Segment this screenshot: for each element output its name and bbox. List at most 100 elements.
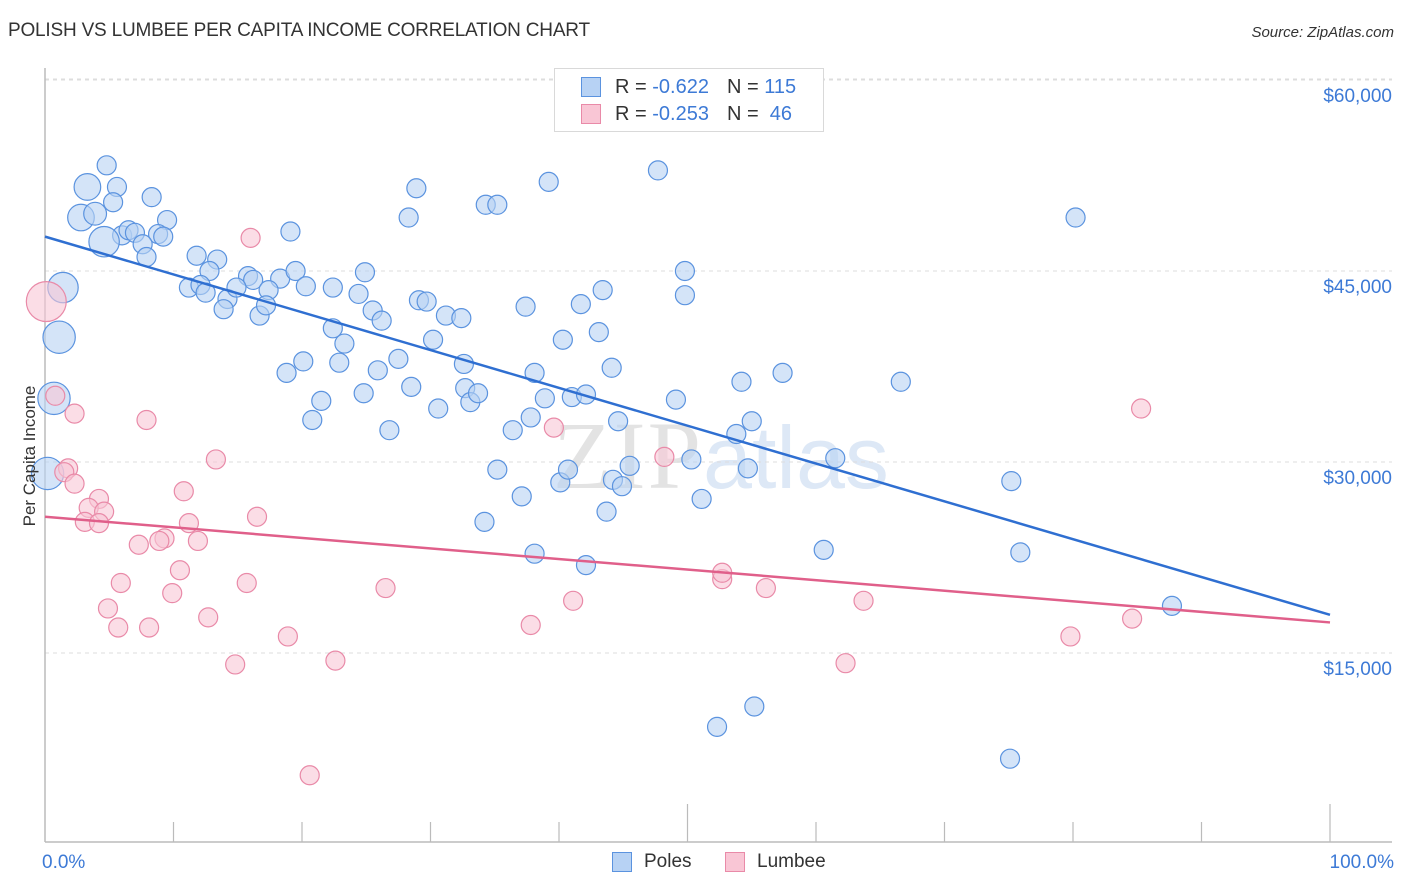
data-point-poles (570, 294, 591, 315)
data-point-lumbee (375, 577, 396, 599)
stats-legend-row-poles: R = -0.622 N = 115 (581, 75, 796, 99)
data-point-poles (487, 459, 508, 480)
data-point-lumbee (225, 654, 246, 675)
data-point-poles (295, 276, 316, 297)
data-point-poles (42, 320, 76, 354)
r-value: -0.622 (652, 75, 709, 98)
y-axis-label: Per Capita Income (20, 385, 39, 527)
data-point-lumbee (277, 626, 298, 647)
data-point-poles (1161, 595, 1183, 616)
data-point-poles (354, 262, 376, 283)
data-point-poles (311, 390, 332, 411)
data-point-poles (213, 299, 234, 320)
data-point-poles (611, 476, 633, 497)
y-tick-label: $15,000 (1323, 659, 1392, 680)
data-point-poles (647, 160, 669, 181)
data-point-poles (520, 407, 541, 428)
data-point-lumbee (64, 473, 85, 494)
data-point-poles (619, 455, 640, 476)
stats-legend: R = -0.622 N = 115 R = -0.253 N = 46 (554, 68, 824, 132)
y-tick-label: $60,000 (1323, 86, 1392, 107)
data-point-lumbee (236, 572, 257, 594)
data-point-poles (681, 449, 702, 470)
data-point-poles (451, 308, 472, 329)
data-point-poles (186, 245, 207, 266)
legend-item-lumbee[interactable]: Lumbee (725, 851, 826, 873)
data-point-poles (502, 420, 523, 441)
data-point-lumbee (169, 560, 191, 581)
data-point-lumbee (136, 409, 157, 431)
data-point-poles (596, 501, 617, 522)
data-point-lumbee (88, 513, 110, 534)
data-point-poles (388, 348, 409, 369)
data-point-poles (88, 225, 120, 258)
n-label: N = (726, 75, 759, 98)
axes (44, 68, 1392, 843)
data-point-lumbee (654, 446, 675, 468)
n-value: 46 (764, 102, 793, 125)
data-point-poles (474, 511, 495, 532)
lumbee-swatch (581, 104, 601, 124)
legend-item-poles[interactable]: Poles (612, 851, 692, 873)
data-point-lumbee (187, 530, 209, 552)
poles-swatch (581, 77, 601, 97)
data-point-poles (329, 352, 350, 373)
data-point-poles (741, 411, 762, 432)
data-point-lumbee (97, 598, 119, 619)
data-point-lumbee (1060, 626, 1081, 647)
data-point-poles (487, 194, 508, 215)
data-point-lumbee (835, 653, 856, 674)
data-point-poles (302, 409, 323, 431)
legend-label-poles: Poles (644, 851, 692, 872)
data-point-poles (406, 178, 427, 199)
legend-label-lumbee: Lumbee (757, 851, 826, 872)
chart-title: POLISH VS LUMBEE PER CAPITA INCOME CORRE… (8, 20, 590, 41)
data-point-poles (534, 388, 555, 409)
data-point-poles (103, 192, 124, 213)
data-point-lumbee (246, 506, 268, 527)
data-point-poles (524, 543, 545, 564)
data-point-lumbee (520, 614, 541, 636)
data-point-poles (428, 398, 449, 419)
data-point-poles (706, 716, 728, 737)
r-label: R = (615, 102, 647, 125)
data-point-poles (731, 371, 752, 392)
data-point-poles (691, 488, 712, 510)
data-point-poles (334, 333, 355, 354)
data-point-poles (744, 696, 765, 717)
data-point-lumbee (240, 227, 261, 248)
x-tick-label: 100.0% (1329, 852, 1394, 873)
data-point-lumbee (108, 617, 129, 638)
trend-line-lumbee (44, 515, 1331, 624)
data-point-poles (96, 155, 117, 176)
data-point-poles (243, 269, 264, 291)
data-point-poles (557, 459, 579, 480)
data-point-lumbee (1131, 398, 1152, 419)
data-point-poles (353, 383, 374, 404)
data-point-lumbee (543, 417, 564, 438)
poles-swatch (612, 852, 632, 872)
data-point-poles (1065, 207, 1086, 228)
data-point-poles (280, 221, 301, 242)
data-point-poles (1010, 542, 1031, 563)
data-point-lumbee (325, 650, 346, 671)
data-point-poles (422, 329, 444, 350)
data-point-poles (398, 207, 419, 228)
data-point-poles (575, 555, 597, 576)
data-point-lumbee (149, 530, 170, 552)
data-point-lumbee (64, 403, 85, 424)
data-point-poles (608, 411, 629, 432)
data-point-poles (276, 362, 297, 383)
data-point-lumbee (755, 577, 776, 599)
data-point-poles (813, 539, 834, 560)
data-point-poles (515, 296, 536, 317)
data-point-poles (511, 486, 532, 507)
data-point-poles (285, 260, 306, 282)
data-point-poles (737, 458, 758, 479)
source-label: Source: ZipAtlas.com (1251, 24, 1394, 41)
data-point-poles (524, 362, 545, 383)
data-point-lumbee (853, 590, 874, 611)
data-point-poles (772, 362, 793, 383)
y-tick-label: $30,000 (1323, 468, 1392, 489)
